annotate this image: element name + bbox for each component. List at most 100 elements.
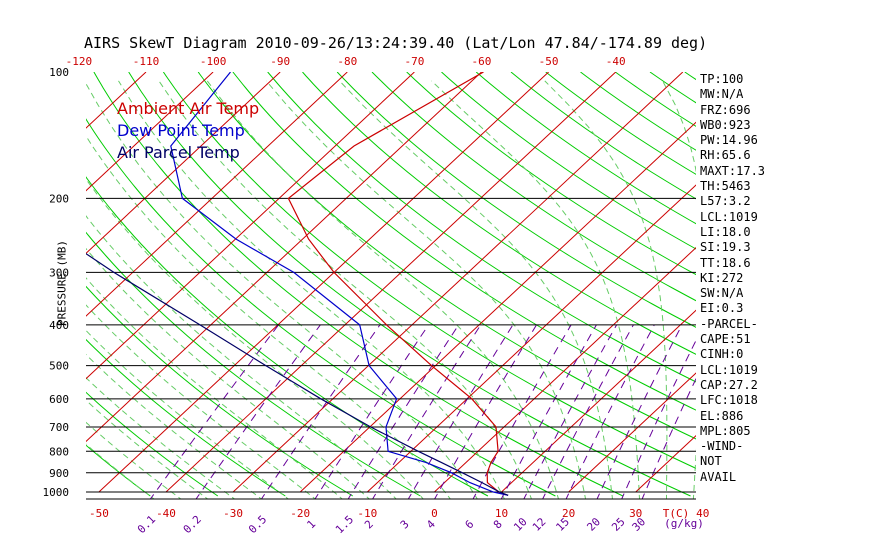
moist-adiabat — [206, 80, 560, 499]
dry-adiabat — [545, 72, 696, 175]
mixing-ratio-tick: 6 — [463, 518, 477, 532]
isotherm — [98, 72, 549, 493]
isotherm — [86, 72, 214, 192]
moist-adiabat — [86, 215, 397, 499]
dry-adiabat — [0, 72, 15, 496]
temp-tick-top: -60 — [472, 55, 492, 68]
mixing-ratio-line — [372, 324, 482, 499]
mixing-ratio-line — [472, 324, 572, 499]
temp-tick-bottom: -20 — [290, 507, 310, 520]
index-line: NOT — [700, 454, 722, 469]
dry-adiabat — [371, 72, 696, 302]
dry-adiabat — [267, 72, 696, 383]
mixing-ratio-tick: 3 — [398, 518, 412, 532]
index-line: LI:18.0 — [700, 224, 751, 239]
mixing-ratio-tick: 12 — [530, 515, 549, 534]
isotherm — [434, 246, 696, 493]
dry-adiabat — [86, 338, 286, 497]
temp-tick-bottom: 30 — [629, 507, 642, 520]
moist-adiabat — [339, 80, 614, 499]
temp-tick-top: -120 — [66, 55, 93, 68]
index-line: MPL:805 — [700, 423, 751, 438]
dry-adiabat — [232, 72, 696, 411]
isotherm — [299, 121, 696, 493]
moist-adiabat — [86, 353, 263, 499]
pressure-tick-label: 400 — [49, 319, 69, 332]
index-line: RH:65.6 — [700, 148, 751, 163]
dry-adiabat — [510, 72, 696, 200]
mixing-ratio-line — [641, 377, 696, 499]
moist-adiabat — [158, 80, 533, 499]
mixing-ratio-unit: (g/kg) — [664, 517, 704, 530]
index-line: AVAIL — [700, 469, 737, 484]
temp-tick-bottom: -40 — [156, 507, 176, 520]
dry-adiabat — [93, 72, 624, 497]
index-line: LCL:1019 — [700, 209, 758, 224]
dry-adiabat — [197, 72, 696, 440]
moist-adiabat — [662, 80, 696, 499]
dry-adiabat — [580, 72, 696, 151]
moist-adiabat — [544, 80, 668, 499]
temp-tick-top: -50 — [539, 55, 559, 68]
mixing-ratio-line — [347, 324, 460, 499]
mixing-ratio-line — [407, 324, 514, 499]
dry-adiabat — [162, 72, 696, 469]
dry-adiabat — [336, 72, 696, 328]
temp-tick-bottom: -30 — [223, 507, 243, 520]
isotherm — [568, 372, 696, 493]
isotherm — [86, 72, 348, 317]
index-line: PW:14.96 — [700, 133, 758, 148]
temp-tick-top: -70 — [404, 55, 424, 68]
pressure-tick-label: 300 — [49, 266, 69, 279]
legend-entry: Dew Point Temp — [117, 121, 245, 140]
moist-adiabat — [118, 80, 506, 499]
mixing-ratio-tick: 1 — [304, 518, 318, 532]
mixing-ratio-tick: 1.5 — [333, 513, 356, 536]
index-line: LFC:1018 — [700, 393, 758, 408]
mixing-ratio-tick: 20 — [584, 515, 603, 534]
index-line: WB0:923 — [700, 117, 751, 132]
mixing-ratio-line — [542, 324, 634, 499]
mixing-ratio-line — [434, 324, 537, 499]
pressure-tick-label: 100 — [49, 66, 69, 79]
temp-tick-top: -80 — [337, 55, 357, 68]
index-line: CAPE:51 — [700, 332, 751, 347]
temp-tick-bottom: 10 — [495, 507, 508, 520]
index-line: SI:19.3 — [700, 240, 751, 255]
mixing-ratio-tick: 0.5 — [246, 513, 269, 536]
mixing-ratio-line — [621, 339, 696, 499]
isotherm — [366, 184, 696, 493]
temp-tick-top: -100 — [200, 55, 227, 68]
dry-adiabat — [86, 118, 556, 497]
moist-adiabat — [86, 247, 370, 499]
dry-adiabat — [86, 285, 354, 497]
index-line: MW:N/A — [700, 87, 744, 102]
index-line: EL:886 — [700, 408, 744, 423]
temp-tick-top: -40 — [606, 55, 626, 68]
legend-entry: Air Parcel Temp — [117, 143, 240, 162]
index-line: KI:272 — [700, 270, 744, 285]
isotherm — [86, 72, 415, 380]
mixing-ratio-line — [314, 324, 430, 499]
mixing-ratio-line — [565, 324, 655, 499]
mixing-ratio-line — [260, 324, 381, 499]
profile-dew-point-temp — [170, 72, 509, 496]
mixing-ratio-line — [523, 324, 618, 499]
index-line: -PARCEL- — [700, 316, 758, 331]
temp-tick-bottom: 20 — [562, 507, 575, 520]
dry-adiabat — [475, 72, 696, 225]
temp-tick-bottom: 0 — [431, 507, 438, 520]
dry-adiabat — [0, 72, 83, 496]
index-line: L57:3.2 — [700, 194, 751, 209]
pressure-tick-label: 1000 — [43, 486, 70, 499]
isotherm — [86, 72, 281, 255]
moist-adiabat — [86, 178, 424, 499]
dry-adiabat — [128, 72, 691, 497]
legend-entry: Ambient Air Temp — [117, 99, 260, 118]
chart-title: AIRS SkewT Diagram 2010-09-26/13:24:39.4… — [84, 34, 708, 52]
mixing-ratio-tick: 25 — [609, 515, 628, 534]
dry-adiabat — [406, 72, 696, 276]
index-line: LCL:1019 — [700, 362, 758, 377]
mixing-ratio-line — [195, 324, 321, 499]
index-line: MAXT:17.3 — [700, 163, 766, 178]
